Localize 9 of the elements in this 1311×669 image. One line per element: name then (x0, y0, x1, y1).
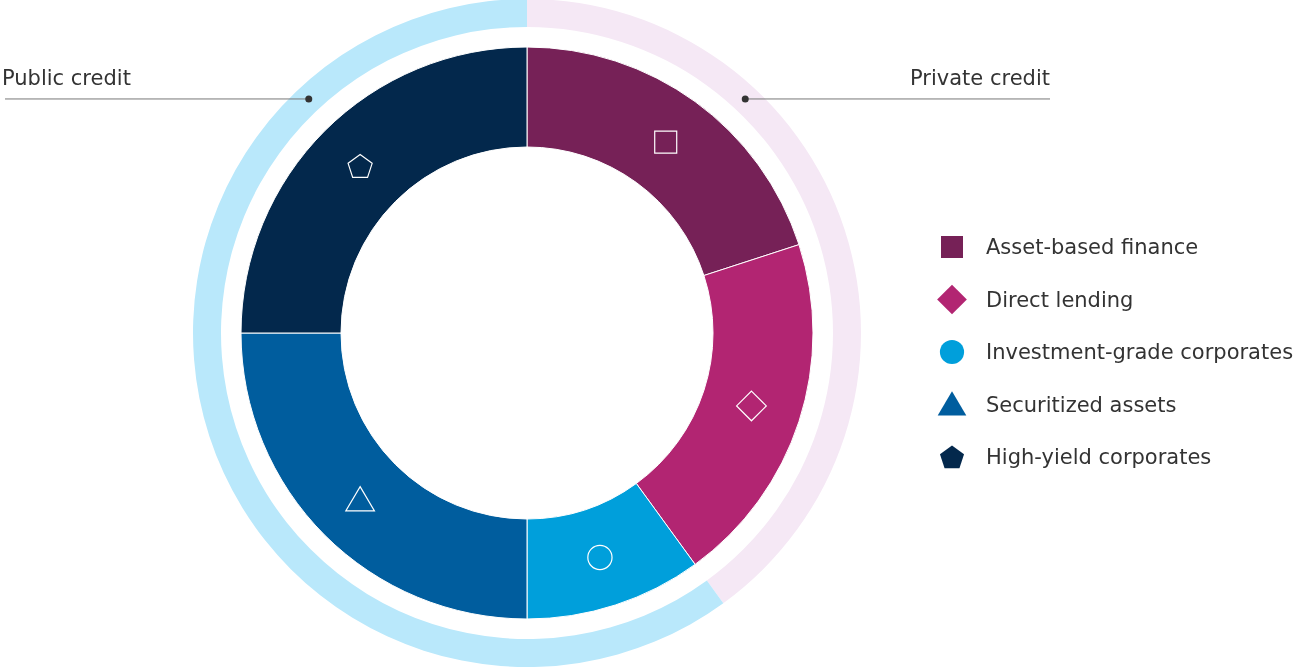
legend-label: Direct lending (986, 287, 1134, 312)
donut-slice (527, 0, 861, 604)
legend-label: High-yield corporates (986, 445, 1212, 469)
slice-label: Public credit (2, 65, 131, 90)
legend-label: Asset-based finance (986, 235, 1199, 259)
donut-slice (193, 0, 724, 667)
legend-label: Investment-grade corporates (986, 340, 1294, 364)
slice-label: Private credit (910, 65, 1050, 90)
legend-label: Securitized assets (986, 392, 1177, 417)
